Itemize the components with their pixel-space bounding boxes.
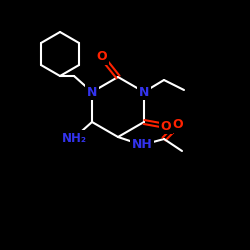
Text: O: O: [173, 118, 183, 132]
Text: NH₂: NH₂: [62, 132, 86, 144]
Text: N: N: [87, 86, 97, 98]
Text: NH: NH: [132, 138, 152, 151]
Text: N: N: [139, 86, 149, 98]
Text: O: O: [161, 120, 171, 132]
Text: O: O: [97, 50, 107, 64]
